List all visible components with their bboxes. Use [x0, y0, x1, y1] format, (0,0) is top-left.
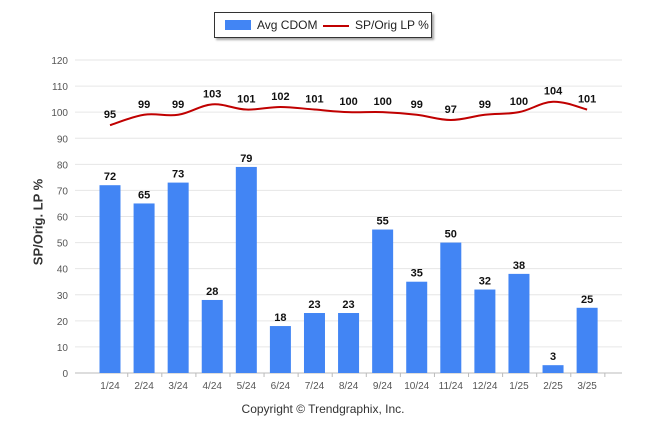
bar-data-label: 50 — [445, 229, 457, 241]
bar — [508, 273, 530, 373]
legend-item-sp-orig-lp[interactable]: SP/Orig LP % — [323, 18, 429, 32]
bar-data-label: 73 — [172, 169, 184, 181]
line-data-label: 102 — [271, 91, 289, 103]
x-tick-label: 6/24 — [271, 381, 291, 392]
y-tick-label: 40 — [57, 265, 69, 276]
bar — [133, 203, 155, 373]
y-tick-label: 50 — [57, 239, 69, 250]
bar-data-label: 38 — [513, 260, 525, 272]
bar-data-labels: 72 65 73 28 79 18 23 23 55 35 50 32 38 3 25 — [104, 153, 593, 363]
legend-bar-swatch — [225, 20, 251, 30]
bar — [338, 313, 360, 373]
bar-data-label: 32 — [479, 276, 491, 288]
bar — [201, 299, 223, 373]
line-series — [109, 100, 588, 127]
line-data-label: 101 — [237, 94, 255, 106]
line-data-label: 99 — [411, 99, 423, 111]
bar-data-label: 23 — [342, 299, 354, 311]
line-data-label: 103 — [203, 88, 221, 100]
bar — [167, 182, 189, 373]
bar — [542, 365, 564, 373]
x-tick-label: 3/24 — [168, 381, 188, 392]
x-tick-label: 3/25 — [577, 381, 597, 392]
x-tick-label: 10/24 — [404, 381, 429, 392]
bar — [235, 166, 257, 373]
y-tick-label: 110 — [52, 82, 68, 93]
line-data-label: 99 — [479, 99, 491, 111]
bar-data-label: 55 — [377, 216, 389, 228]
legend-label: Avg CDOM — [257, 18, 318, 32]
line-data-label: 99 — [172, 99, 184, 111]
bar — [269, 326, 291, 373]
line-series-path — [109, 100, 588, 127]
x-tick-label: 2/24 — [134, 381, 154, 392]
x-tick-label: 7/24 — [305, 381, 325, 392]
bar-data-label: 28 — [206, 286, 218, 298]
gridlines — [75, 59, 622, 374]
line-data-label: 95 — [104, 109, 116, 121]
bar — [372, 229, 394, 373]
bar-data-label: 79 — [240, 153, 252, 165]
x-tick-label: 4/24 — [203, 381, 223, 392]
y-tick-label: 80 — [57, 160, 69, 171]
x-tick-label: 1/24 — [100, 381, 120, 392]
bar — [406, 281, 428, 373]
bar — [99, 185, 121, 373]
line-data-labels: 95 99 99 103 101 102 101 100 100 99 97 99 100 104 101 — [104, 86, 596, 121]
y-tick-label: 20 — [57, 317, 69, 328]
y-tick-labels: 0 10 20 30 40 50 60 70 80 90 100 110 120 — [51, 56, 68, 380]
line-data-label: 97 — [445, 104, 457, 116]
x-tick-labels: 1/24 2/24 3/24 4/24 5/24 6/24 7/24 8/24 9/24 10/2… — [100, 373, 606, 392]
y-tick-label: 70 — [57, 186, 69, 197]
line-data-label: 101 — [578, 94, 596, 106]
bar — [576, 307, 598, 373]
y-tick-label: 120 — [51, 56, 68, 67]
line-data-label: 99 — [138, 99, 150, 111]
bar-data-label: 18 — [274, 312, 286, 324]
bar-data-label: 23 — [308, 299, 320, 311]
y-axis-label: SP/Orig. LP % — [30, 178, 46, 266]
line-data-label: 101 — [305, 94, 323, 106]
line-data-label: 100 — [373, 96, 391, 108]
x-tick-label: 2/25 — [543, 381, 563, 392]
x-tick-label: 1/25 — [509, 381, 529, 392]
y-tick-label: 10 — [57, 343, 69, 354]
bar-data-label: 72 — [104, 171, 116, 183]
legend[interactable]: Avg CDOM SP/Orig LP % — [214, 12, 432, 38]
line-data-label: 104 — [544, 86, 563, 98]
bar-data-label: 3 — [550, 351, 556, 363]
line-data-label: 100 — [339, 96, 357, 108]
y-tick-label: 100 — [51, 108, 68, 119]
x-tick-label: 9/24 — [373, 381, 393, 392]
bar — [303, 313, 325, 373]
y-tick-label: 60 — [57, 213, 69, 224]
bar-series — [99, 166, 598, 373]
legend-item-avg-cdom[interactable]: Avg CDOM — [225, 18, 317, 32]
bar-data-label: 65 — [138, 189, 150, 201]
line-data-label: 100 — [510, 96, 528, 108]
bar — [474, 289, 496, 373]
legend-line-swatch — [323, 25, 349, 27]
y-tick-label: 90 — [57, 134, 69, 145]
x-tick-label: 12/24 — [472, 381, 497, 392]
y-tick-label: 30 — [57, 291, 69, 302]
bar — [440, 242, 462, 373]
x-tick-label: 11/24 — [439, 381, 464, 392]
legend-label: SP/Orig LP % — [355, 18, 429, 32]
x-tick-label: 5/24 — [237, 381, 257, 392]
bar-data-label: 35 — [411, 268, 423, 280]
bar-data-label: 25 — [581, 294, 593, 306]
y-tick-label: 0 — [62, 369, 68, 380]
x-tick-label: 8/24 — [339, 381, 359, 392]
copyright-footer: Copyright © Trendgraphix, Inc. — [241, 402, 405, 416]
